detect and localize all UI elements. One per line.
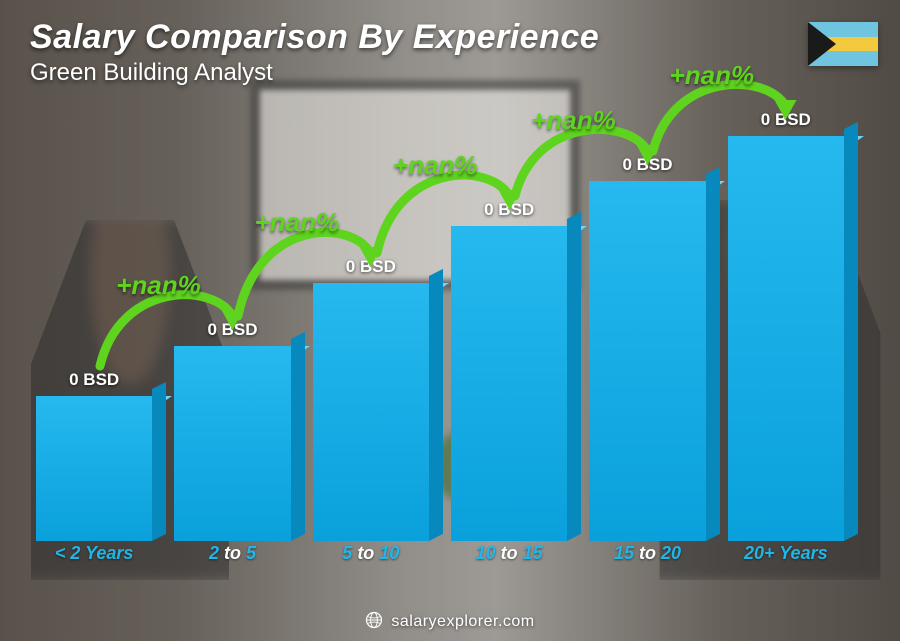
x-axis-label: 20+ Years <box>728 543 844 569</box>
infographic-stage: Salary Comparison By Experience Green Bu… <box>0 0 900 641</box>
xlabel-pre: 10 <box>476 543 496 563</box>
xlabel-post: 15 <box>523 543 543 563</box>
x-axis-label: 2 to 5 <box>174 543 290 569</box>
xlabel-mid: to <box>634 543 661 563</box>
bar-value-label: 0 BSD <box>484 200 534 220</box>
x-labels-container: < 2 Years2 to 55 to 1010 to 1515 to 2020… <box>30 543 850 569</box>
chart-subtitle: Green Building Analyst <box>30 59 599 87</box>
x-axis-label: < 2 Years <box>36 543 152 569</box>
pct-change-label: +nan% <box>255 207 340 238</box>
bar-group: 0 BSD <box>174 320 290 541</box>
bar <box>313 283 429 541</box>
bar <box>174 346 290 541</box>
bar-group: 0 BSD <box>451 200 567 541</box>
footer: salaryexplorer.com <box>0 611 900 631</box>
bar-side-face <box>567 212 581 541</box>
bar-value-label: 0 BSD <box>69 370 119 390</box>
pct-change-label: +nan% <box>670 60 755 91</box>
xlabel-mid: to <box>496 543 523 563</box>
bar-group: 0 BSD <box>589 155 705 541</box>
bar-front-face <box>451 226 567 541</box>
xlabel-pre: < 2 <box>55 543 81 563</box>
bar <box>36 396 152 541</box>
xlabel-post: 10 <box>379 543 399 563</box>
xlabel-mid: to <box>219 543 246 563</box>
pct-change-label: +nan% <box>531 105 616 136</box>
xlabel-post: 5 <box>246 543 256 563</box>
bar-side-face <box>152 382 166 541</box>
bar-value-label: 0 BSD <box>761 110 811 130</box>
bar-front-face <box>728 136 844 541</box>
x-axis-label: 5 to 10 <box>313 543 429 569</box>
flag-triangle <box>808 22 836 66</box>
bar-front-face <box>313 283 429 541</box>
footer-text: salaryexplorer.com <box>391 613 534 630</box>
xlabel-post: Years <box>80 543 133 563</box>
xlabel-post: 20 <box>661 543 681 563</box>
bar-group: 0 BSD <box>36 370 152 541</box>
bar-side-face <box>706 167 720 541</box>
bar-value-label: 0 BSD <box>622 155 672 175</box>
country-flag-bahamas <box>808 22 878 66</box>
x-axis-label: 10 to 15 <box>451 543 567 569</box>
bar-front-face <box>36 396 152 541</box>
title-block: Salary Comparison By Experience Green Bu… <box>30 18 599 87</box>
bar-side-face <box>291 332 305 541</box>
bar-side-face <box>844 122 858 541</box>
bar-group: 0 BSD <box>313 257 429 541</box>
bar <box>589 181 705 541</box>
bar-side-face <box>429 269 443 541</box>
bar-value-label: 0 BSD <box>346 257 396 277</box>
pct-change-label: +nan% <box>116 270 201 301</box>
chart-title: Salary Comparison By Experience <box>30 18 599 57</box>
bar <box>728 136 844 541</box>
xlabel-pre: 5 <box>342 543 352 563</box>
xlabel-post: Years <box>775 543 828 563</box>
bar <box>451 226 567 541</box>
x-axis-label: 15 to 20 <box>589 543 705 569</box>
xlabel-pre: 2 <box>209 543 219 563</box>
bar-chart: 0 BSD 0 BSD 0 BSD 0 BSD 0 BSD 0 BSD < 2 Years… <box>30 100 850 569</box>
pct-change-label: +nan% <box>393 150 478 181</box>
globe-icon <box>365 611 383 629</box>
bar-value-label: 0 BSD <box>207 320 257 340</box>
bar-group: 0 BSD <box>728 110 844 541</box>
xlabel-pre: 15 <box>614 543 634 563</box>
bar-front-face <box>174 346 290 541</box>
xlabel-pre: 20+ <box>744 543 775 563</box>
bar-front-face <box>589 181 705 541</box>
xlabel-mid: to <box>352 543 379 563</box>
